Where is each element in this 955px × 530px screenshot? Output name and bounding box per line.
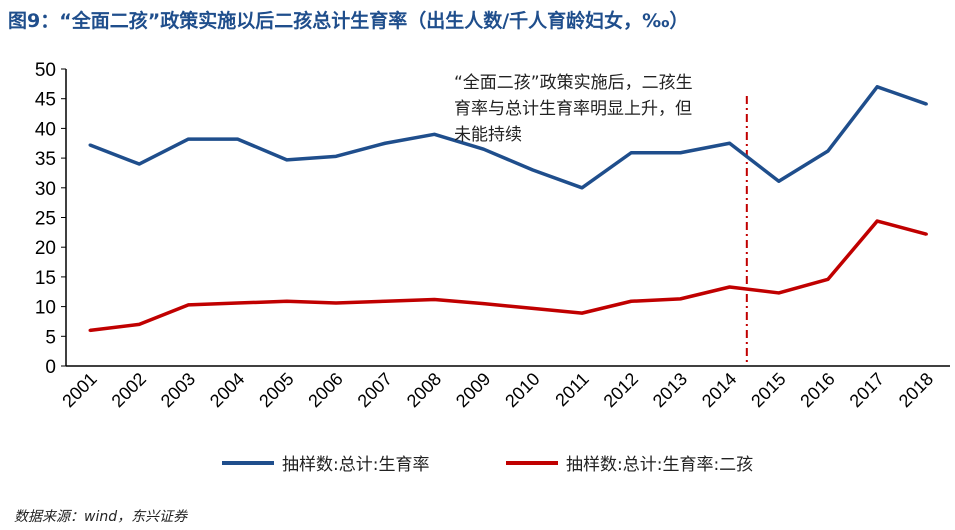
source-note: 数据来源：wind，东兴证券: [14, 509, 188, 525]
data-point: [826, 149, 830, 153]
y-tick-label: 25: [35, 209, 56, 230]
data-point: [678, 297, 682, 301]
y-tick-label: 45: [35, 90, 56, 111]
data-point: [531, 306, 535, 310]
data-point: [137, 322, 141, 326]
data-point: [924, 102, 928, 106]
x-tick-label: 2007: [354, 369, 396, 411]
x-tick-label: 2013: [649, 369, 691, 411]
data-point: [285, 158, 289, 162]
data-point: [728, 141, 732, 145]
y-tick-label: 20: [35, 238, 56, 259]
x-tick-label: 2001: [58, 369, 100, 411]
data-point: [777, 179, 781, 183]
data-point: [137, 162, 141, 166]
data-point: [236, 137, 240, 141]
data-point: [334, 301, 338, 305]
x-tick-label: 2012: [600, 369, 642, 411]
x-tick-label: 2015: [747, 369, 789, 411]
legend-item-total: 抽样数:总计:生育率: [222, 450, 429, 475]
data-point: [383, 299, 387, 303]
annotation-text: “全面二孩”政策实施后，二孩生育率与总计生育率明显上升，但未能持续: [454, 73, 693, 145]
y-tick-label: 5: [45, 327, 56, 348]
data-point: [285, 299, 289, 303]
x-tick-label: 2002: [108, 369, 150, 411]
x-tick-label: 2017: [846, 369, 888, 411]
data-point: [432, 297, 436, 301]
legend-item-second-child: 抽样数:总计:生育率:二孩: [506, 450, 753, 475]
data-point: [432, 132, 436, 136]
y-tick-label: 40: [35, 119, 56, 140]
data-point: [531, 168, 535, 172]
legend-swatch-second-child: [506, 460, 558, 465]
data-point: [924, 232, 928, 236]
data-point: [629, 151, 633, 155]
data-point: [186, 137, 190, 141]
x-tick-label: 2016: [796, 369, 838, 411]
x-tick-label: 2008: [403, 369, 445, 411]
data-point: [580, 186, 584, 190]
legend-label: 抽样数:总计:生育率:二孩: [566, 455, 754, 475]
legend-label: 抽样数:总计:生育率: [282, 455, 430, 475]
x-tick-label: 2005: [255, 369, 297, 411]
data-point: [383, 141, 387, 145]
data-point: [88, 328, 92, 332]
data-point: [186, 303, 190, 307]
x-tick-label: 2010: [501, 369, 543, 411]
y-tick-label: 10: [35, 298, 56, 319]
data-point: [875, 85, 879, 89]
x-tick-label: 2003: [157, 369, 199, 411]
data-point: [629, 299, 633, 303]
series-line-1: [89, 219, 927, 333]
data-point: [777, 291, 781, 295]
data-point: [728, 285, 732, 289]
y-tick-label: 15: [35, 268, 56, 289]
data-point: [678, 151, 682, 155]
x-tick-label: 2004: [206, 369, 248, 411]
y-tick-label: 0: [45, 357, 56, 378]
y-tick-label: 30: [35, 179, 56, 200]
data-point: [875, 219, 879, 223]
data-point: [236, 301, 240, 305]
y-tick-label: 35: [35, 149, 56, 170]
x-tick-label: 2018: [895, 369, 937, 411]
data-point: [482, 147, 486, 151]
data-point: [334, 154, 338, 158]
x-tick-label: 2014: [698, 369, 740, 411]
x-tick-label: 2011: [551, 369, 593, 411]
data-point: [826, 277, 830, 281]
data-point: [580, 311, 584, 315]
chart-title: 图9：“全面二孩”政策实施以后二孩总计生育率（出生人数/千人育龄妇女，‰）: [8, 10, 689, 32]
x-tick-label: 2009: [452, 369, 494, 411]
data-point: [482, 302, 486, 306]
series-line-0: [89, 85, 927, 190]
data-point: [88, 143, 92, 147]
y-tick-label: 50: [35, 60, 56, 81]
legend-swatch-total: [222, 460, 274, 465]
x-tick-label: 2006: [304, 369, 346, 411]
